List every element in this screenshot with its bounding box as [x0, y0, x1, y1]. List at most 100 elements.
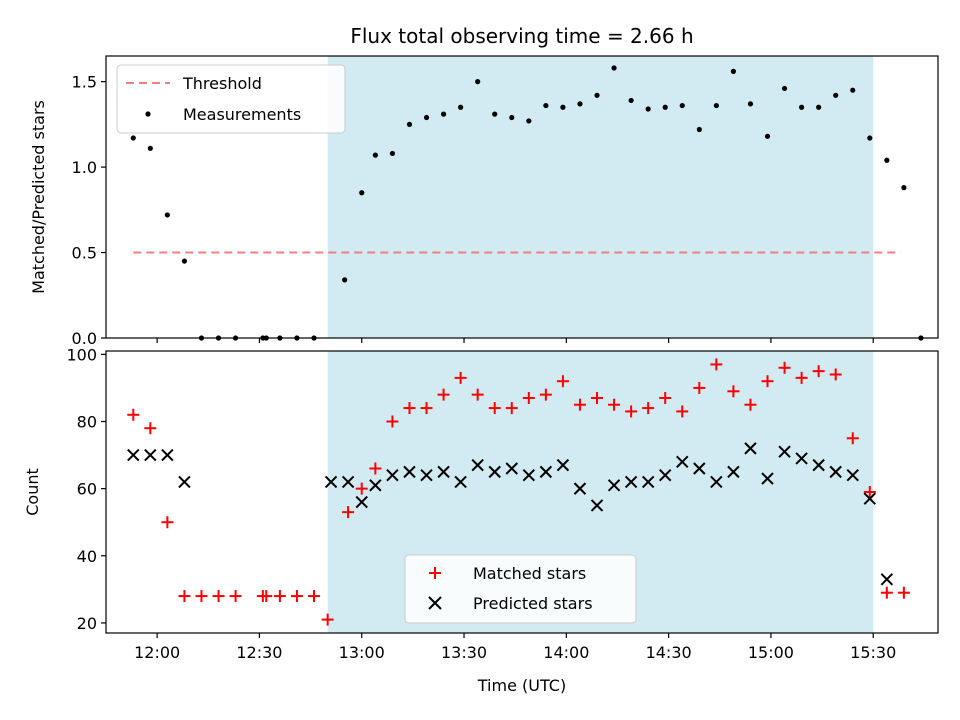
matched-star-marker — [744, 398, 757, 411]
predicted-star-marker — [454, 475, 467, 489]
measurements-legend-label: Measurements — [183, 105, 301, 124]
predicted-star-marker — [880, 573, 894, 586]
matched-star-marker — [144, 422, 157, 435]
predicted-star-marker — [341, 475, 355, 489]
measurement-point — [130, 135, 136, 141]
matched-star-marker — [342, 506, 355, 519]
predicted-star-marker — [710, 475, 723, 489]
predicted-star-marker — [144, 448, 157, 462]
measurement-point — [372, 152, 378, 158]
x-tick-label: 13:00 — [339, 643, 385, 662]
measurement-point — [560, 104, 566, 110]
y-tick-label: 100 — [66, 345, 97, 364]
x-axis-label: Time (UTC) — [477, 676, 566, 695]
measurement-point — [781, 85, 788, 92]
predicted-star-marker — [641, 475, 655, 489]
measurement-point — [458, 104, 464, 110]
matched-star-marker — [260, 590, 273, 603]
matched-star-marker — [454, 371, 467, 384]
matched-star-marker — [437, 388, 450, 401]
matched-star-marker — [625, 405, 638, 418]
measurement-point — [440, 111, 447, 117]
bottom-y-ticks: 20 40 60 80 100 — [66, 345, 106, 633]
predicted-star-marker — [624, 475, 638, 489]
measurement-point — [423, 114, 430, 121]
measurement-point — [475, 79, 481, 85]
y-tick-label: 80 — [77, 413, 97, 432]
predicted-star-marker — [590, 499, 604, 512]
matched-star-marker — [290, 590, 303, 603]
predicted-star-marker — [607, 479, 621, 492]
y-tick-label: 20 — [77, 614, 97, 633]
predicted-stars-layer — [127, 442, 894, 586]
top-panel: 0.0 0.5 1.0 1.5 Flux total observing time =… — [29, 24, 939, 348]
predicted-star-marker — [846, 469, 859, 482]
matched-star-marker — [761, 375, 774, 388]
matched-star-marker — [591, 392, 604, 404]
measurement-point — [764, 133, 771, 139]
measurement-point — [833, 92, 839, 98]
measurement-point — [730, 68, 737, 74]
chart-title: Flux total observing time = 2.66 h — [350, 24, 693, 48]
matched-star-marker — [863, 486, 876, 498]
predicted-star-marker — [437, 465, 450, 479]
predicted-star-marker — [778, 445, 791, 458]
x-tick-label: 12:00 — [134, 643, 180, 662]
x-tick-label: 13:30 — [441, 643, 487, 662]
predicted-star-marker — [161, 448, 174, 462]
measurement-point — [816, 104, 822, 110]
predicted-star-marker — [659, 469, 672, 482]
y-tick-label: 1.5 — [72, 73, 97, 92]
predicted-star-marker — [727, 465, 740, 479]
matched-star-marker — [355, 482, 368, 495]
measurement-point — [594, 92, 600, 98]
bottom-x-ticks: 12:00 12:30 13:00 13:30 14:00 14:30 15:00 15:30 — [134, 633, 896, 662]
x-tick-label: 15:30 — [850, 643, 896, 662]
predicted-star-marker — [127, 448, 140, 462]
matched-star-marker — [212, 590, 225, 603]
predicted-star-marker — [178, 475, 191, 489]
matched-star-marker — [608, 398, 621, 411]
top-axes-frame — [105, 55, 939, 339]
matched-star-marker — [539, 388, 552, 401]
predicted-star-marker — [573, 482, 587, 495]
measurement-point — [645, 106, 651, 112]
measurement-point — [492, 111, 498, 117]
measurement-point — [164, 212, 170, 218]
matched-star-marker — [505, 402, 518, 415]
measurement-point — [389, 150, 396, 157]
measurement-point — [884, 157, 890, 163]
predicted-star-marker — [556, 458, 570, 472]
matched-star-marker — [273, 590, 286, 603]
matched-star-marker — [522, 392, 535, 404]
matched-stars-layer — [127, 358, 910, 626]
predicted-star-marker — [795, 452, 808, 465]
predicted-star-marker — [355, 495, 368, 509]
matched-star-marker — [846, 432, 859, 445]
matched-star-marker — [676, 405, 689, 418]
matched-star-marker — [420, 402, 433, 415]
measurement-point — [747, 101, 754, 107]
predicted-star-marker — [744, 442, 757, 455]
y-tick-label: 40 — [77, 547, 97, 566]
matched-star-marker — [178, 590, 191, 603]
measurement-point — [181, 258, 188, 264]
matched-star-marker — [659, 392, 672, 404]
predicted-star-marker — [471, 458, 484, 472]
predicted-star-marker — [829, 465, 842, 479]
matched-star-marker — [710, 358, 723, 371]
x-tick-label: 14:00 — [543, 643, 589, 662]
predicted-star-marker — [386, 469, 399, 482]
predicted-star-marker — [522, 469, 536, 482]
measurement-point — [850, 87, 856, 93]
matched-star-marker — [488, 402, 501, 415]
matched-star-marker — [897, 586, 910, 599]
predicted-star-marker — [676, 455, 689, 468]
predicted-star-marker — [369, 479, 382, 492]
measurement-point — [696, 126, 702, 133]
measurements-legend-swatch — [145, 111, 151, 117]
measurement-point — [901, 185, 907, 191]
bottom-legend: Matched stars Predicted stars — [404, 554, 637, 624]
matched-star-marker — [161, 516, 174, 529]
